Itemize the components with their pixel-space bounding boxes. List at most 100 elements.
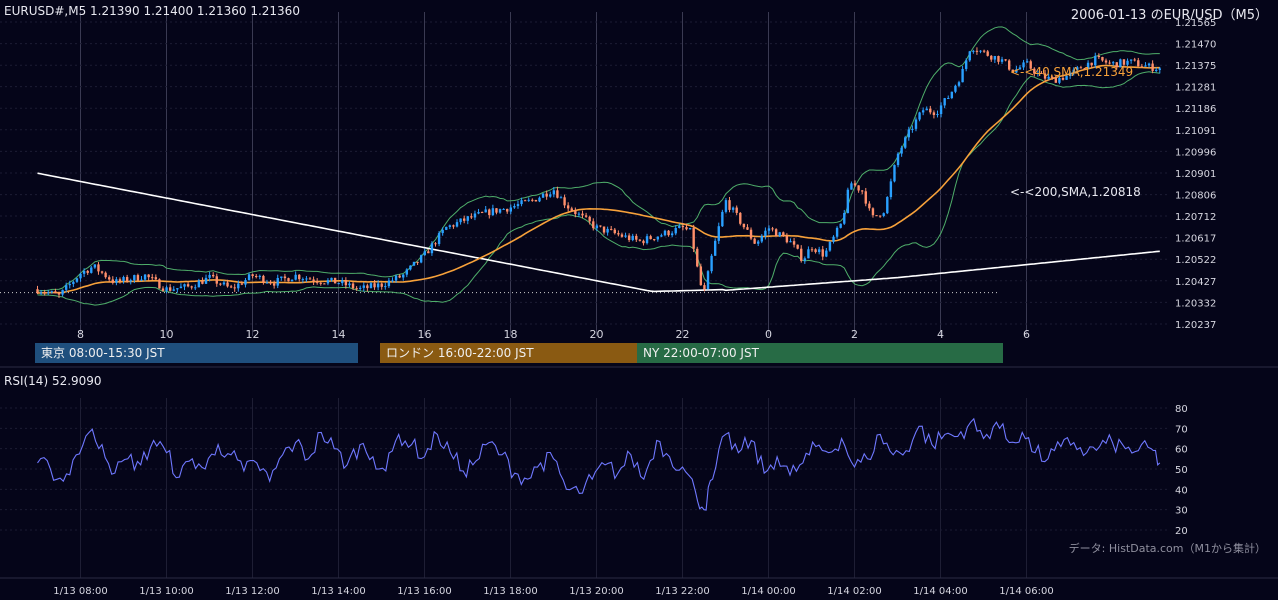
candle-body [93,264,97,268]
bollinger-bands [37,26,1160,306]
candle [272,280,276,289]
candle-body [545,193,548,197]
candle [789,238,792,243]
candle [1111,60,1115,66]
candle-body [660,235,663,237]
candle-body [602,226,606,233]
candle-body [932,112,936,116]
candle [344,277,348,289]
candle [846,187,850,214]
candle-body [359,287,362,289]
candle [290,279,294,282]
candle-body [527,199,530,201]
candle [832,235,835,244]
candle [835,226,839,239]
candle-body [344,280,348,286]
candle [229,284,233,289]
candle-body [323,283,326,285]
candle-body [57,293,61,295]
candle-body [312,279,315,282]
candle-body [1101,57,1104,61]
candle [280,276,283,281]
candle [1129,59,1133,64]
candle-body [387,280,391,287]
candle-body [688,227,692,230]
candle [911,125,914,133]
candle-body [165,287,168,291]
candle-body [455,222,459,227]
candle [491,204,495,217]
candle [506,208,509,214]
candle-body [480,212,484,214]
date-tick-label: 1/13 18:00 [483,586,537,597]
candle [1054,75,1058,83]
candle-body [437,233,441,245]
candle-body [434,243,437,245]
candle [896,152,900,168]
candle [470,213,473,220]
candle [731,206,735,213]
candle [921,107,925,116]
candle [359,285,362,291]
candle [452,224,455,229]
candle [893,164,896,183]
candle-body [1033,68,1036,74]
candle [233,283,236,292]
candle [523,199,527,202]
candle [617,230,620,237]
candle [660,233,663,237]
candle-body [1094,55,1097,66]
candle [1018,65,1022,70]
candle-body [183,284,186,287]
candle-body [1108,62,1111,64]
candle [566,202,570,212]
candle [706,270,710,290]
candle-body [635,235,638,240]
candle [760,234,763,244]
candle [1000,56,1004,64]
candle [878,215,882,218]
candle [125,274,129,283]
candle [351,282,355,290]
candle [502,208,505,210]
candle [448,224,452,230]
candle-body [502,208,505,210]
candle-body [513,206,516,208]
candle-body [559,197,563,199]
candle-body [373,283,376,288]
candle-body [810,249,814,251]
candle [724,198,728,214]
candle [545,190,548,200]
candle [434,242,437,247]
candle-body [1086,62,1090,69]
price-tick-label: 1.21565 [1175,18,1216,29]
candle-body [276,277,279,286]
candle [104,271,107,279]
candle [323,283,326,285]
candle [688,227,692,230]
candle-body [125,277,129,282]
hour-tick-label: 8 [77,328,84,341]
candle [1025,58,1029,63]
candle-body [54,291,57,294]
candle [828,241,832,252]
candle-body [1015,69,1018,73]
candle [1115,62,1118,70]
candle-body [592,221,595,229]
hour-tick-label: 6 [1023,328,1030,341]
candle-body [670,233,674,236]
candle-body [255,276,258,278]
candle [990,55,993,62]
candle-body [943,98,946,106]
candle [1108,60,1111,65]
candle-body [904,137,907,148]
candle-body [1111,62,1115,64]
candle [133,274,136,284]
candle-body [136,275,140,281]
candle-body [918,112,921,120]
candle-body [1079,67,1083,69]
candle-body [520,200,523,205]
candlesticks[interactable] [36,47,1161,298]
candle-body [990,55,993,60]
